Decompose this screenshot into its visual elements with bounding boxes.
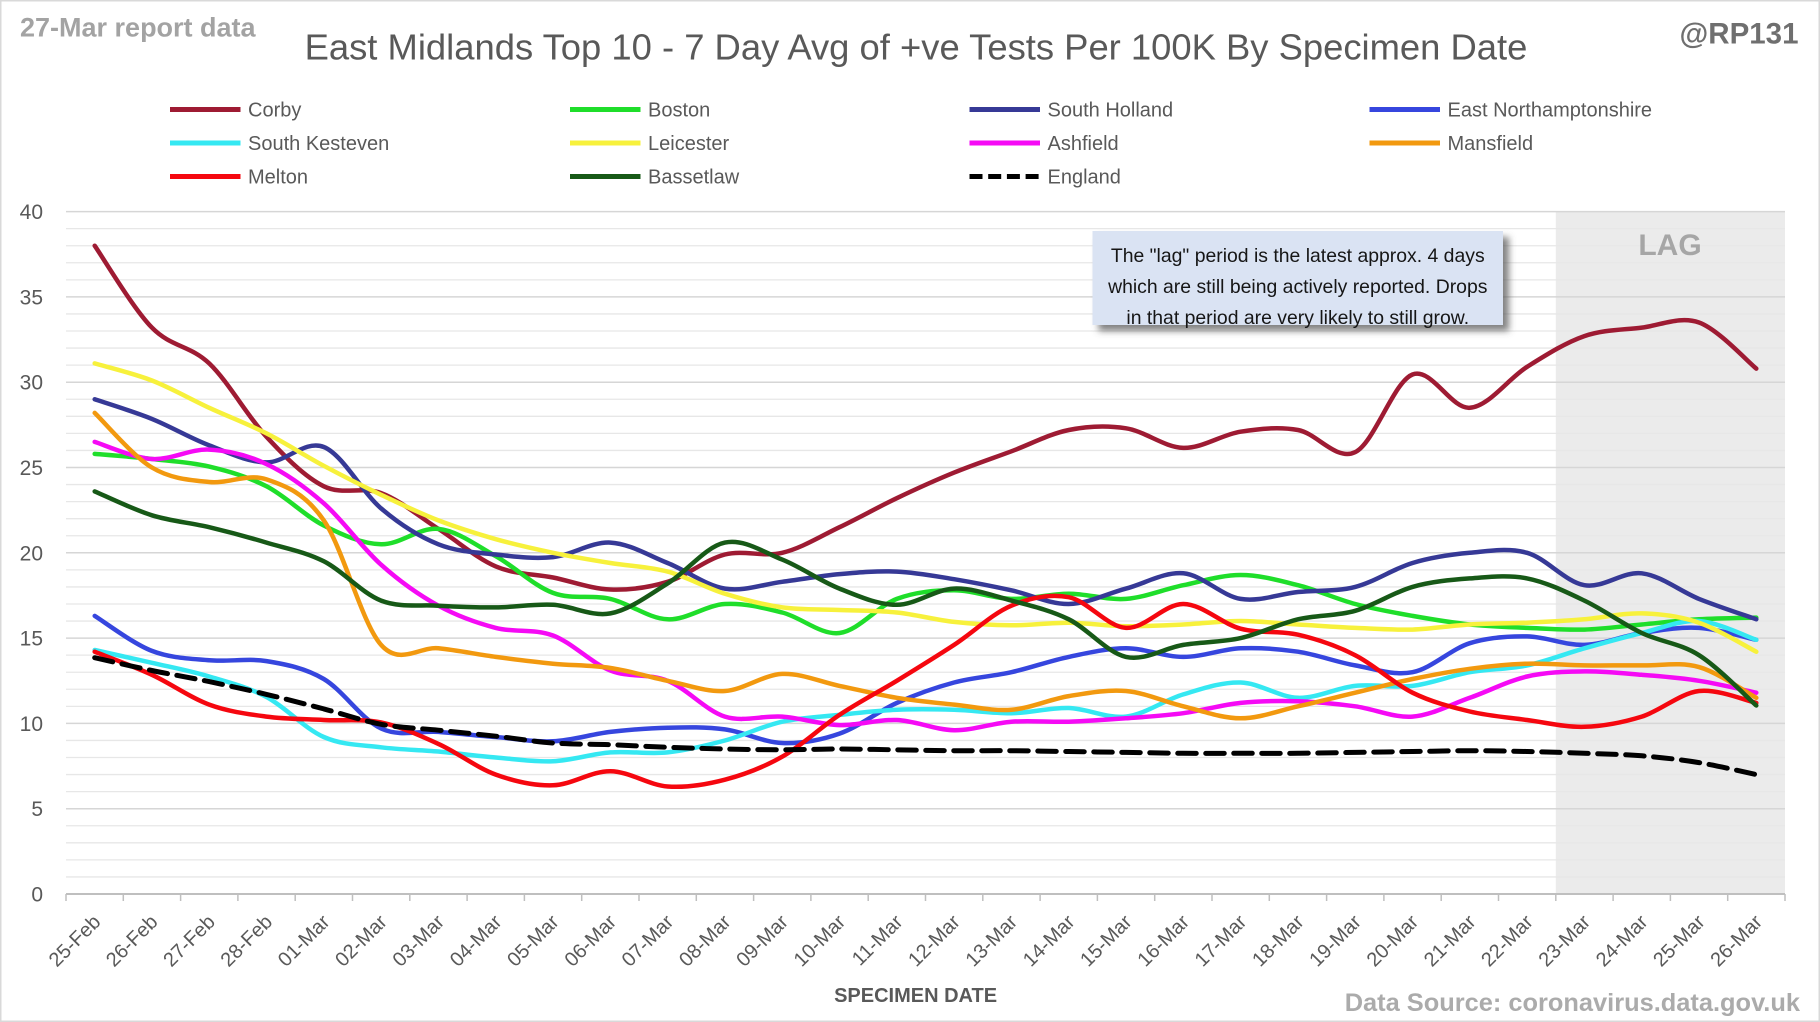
svg-text:SPECIMEN DATE: SPECIMEN DATE xyxy=(834,985,997,1007)
svg-text:Mansfield: Mansfield xyxy=(1448,133,1534,155)
svg-text:35: 35 xyxy=(20,286,43,309)
svg-text:@RP131: @RP131 xyxy=(1680,18,1799,51)
svg-text:20: 20 xyxy=(20,542,43,565)
svg-text:LAG: LAG xyxy=(1638,229,1701,262)
svg-text:5: 5 xyxy=(31,798,43,821)
svg-text:South Holland: South Holland xyxy=(1048,100,1174,122)
svg-text:Leicester: Leicester xyxy=(648,133,729,155)
svg-text:0: 0 xyxy=(31,884,43,907)
svg-text:East Midlands Top 10 - 7 Day A: East Midlands Top 10 - 7 Day Avg of +ve … xyxy=(305,27,1528,68)
svg-text:15: 15 xyxy=(20,628,43,651)
svg-text:10: 10 xyxy=(20,713,43,736)
svg-text:in that period are very likely: in that period are very likely to still … xyxy=(1126,307,1469,329)
svg-text:Boston: Boston xyxy=(648,100,710,122)
svg-text:25: 25 xyxy=(20,457,43,480)
svg-text:The "lag" period is the latest: The "lag" period is the latest approx. 4… xyxy=(1111,245,1485,267)
svg-text:Bassetlaw: Bassetlaw xyxy=(648,167,740,189)
svg-text:40: 40 xyxy=(20,201,43,224)
svg-text:East Northamptonshire: East Northamptonshire xyxy=(1448,100,1653,122)
svg-text:30: 30 xyxy=(20,372,43,395)
svg-text:which are still being actively: which are still being actively reported.… xyxy=(1107,276,1487,298)
svg-text:Ashfield: Ashfield xyxy=(1048,133,1119,155)
svg-text:South Kesteven: South Kesteven xyxy=(248,133,389,155)
svg-text:Melton: Melton xyxy=(248,167,308,189)
svg-text:27-Mar report data: 27-Mar report data xyxy=(20,13,257,43)
svg-text:England: England xyxy=(1048,167,1121,189)
svg-text:Data Source: coronavirus.data.: Data Source: coronavirus.data.gov.uk xyxy=(1345,989,1801,1017)
svg-text:Corby: Corby xyxy=(248,100,301,122)
